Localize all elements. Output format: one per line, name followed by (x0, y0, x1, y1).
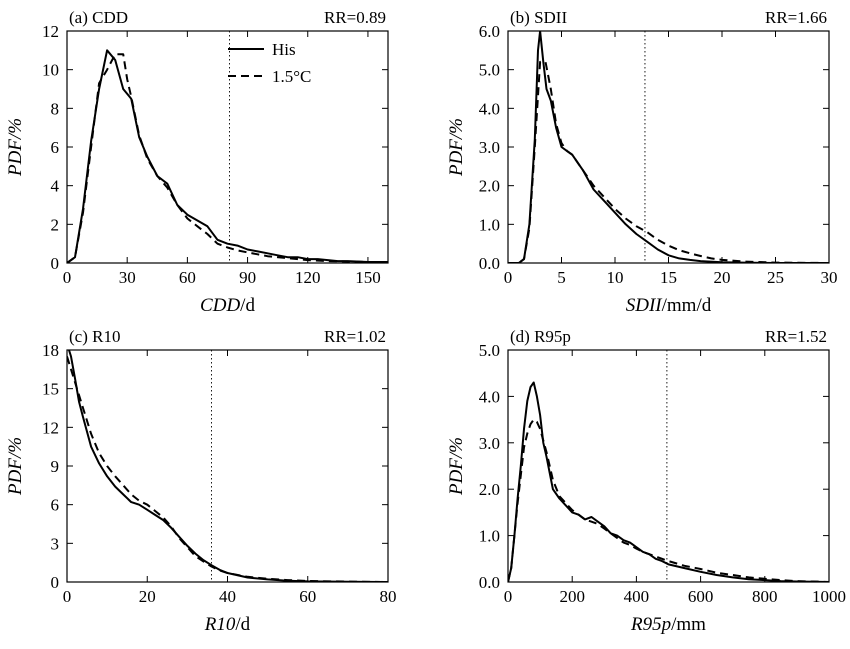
panel-2-xtick-label: 30 (821, 268, 838, 287)
panel-1-x-axis-variable: CDD (200, 295, 240, 316)
panel-2-xtick-label: 20 (714, 268, 731, 287)
panel-4-x-axis-unit: /mm (671, 614, 706, 635)
legend-label-his: His (272, 40, 296, 59)
panel-2-ytick-label: 2.0 (479, 177, 500, 196)
panel-2-xtick-label: 5 (557, 268, 566, 287)
panel-2-ytick-label: 3.0 (479, 138, 500, 157)
panel-4-xtick-label: 800 (752, 587, 778, 606)
panel-1-ytick-label: 12 (42, 22, 59, 41)
panel-2-rr-label: RR=1.66 (765, 8, 827, 27)
panel-3-series-his (67, 350, 388, 582)
panel-1-rr-label: RR=0.89 (324, 8, 386, 27)
panel-1-x-axis-label: CDD/d (200, 295, 255, 316)
panel-1-xtick-label: 60 (179, 268, 196, 287)
panel-2-ytick-label: 6.0 (479, 22, 500, 41)
panel-2-ytick-label: 0.0 (479, 254, 500, 273)
panel-1-xtick-label: 150 (355, 268, 381, 287)
panel-2-title: (b) SDII (510, 8, 567, 27)
panel-4-ytick-label: 3.0 (479, 434, 500, 453)
panel-3-ytick-label: 12 (42, 418, 59, 437)
panel-3-ytick-label: 3 (51, 534, 60, 553)
panel-3-x-axis-unit: /d (235, 614, 250, 635)
panel-1-frame (66, 30, 389, 264)
panel-4-xtick-label: 200 (559, 587, 585, 606)
panel-2-ytick-label: 4.0 (479, 99, 500, 118)
panel-2-ytick-label: 1.0 (479, 215, 500, 234)
panel-3-ytick-label: 18 (42, 341, 59, 360)
panel-3-frame (66, 349, 389, 583)
panel-1-xtick-label: 120 (295, 268, 321, 287)
panel-1-title: (a) CDD (69, 8, 128, 27)
panel-3-xtick-label: 40 (219, 587, 236, 606)
panel-2-x-axis-unit: /mm/d (662, 295, 712, 316)
panel-4-ytick-label: 4.0 (479, 387, 500, 406)
panel-3-title: (c) R10 (69, 327, 120, 346)
panel-1-ytick-label: 4 (51, 177, 60, 196)
panel-2: 0 5 10 15 20 25 30 0.0 1.0 2.0 3.0 4.0 5.0 6.0 (b) SDI… (446, 8, 838, 316)
panel-1-x-axis-unit: /d (240, 295, 255, 316)
panel-2-xtick-label: 25 (767, 268, 784, 287)
panel-4-frame (507, 349, 830, 583)
panel-1-series-his (67, 49, 388, 263)
panel-1-ytick-label: 8 (51, 99, 60, 118)
legend-label-1-5c: 1.5°C (272, 67, 311, 86)
panel-4-x-axis-label: R95p/mm (630, 614, 706, 635)
panel-2-ytick-label: 5.0 (479, 61, 500, 80)
panel-4-x-axis-variable: R95p (630, 614, 671, 635)
panel-2-series-his (508, 31, 829, 263)
panel-3-rr-label: RR=1.02 (324, 327, 386, 346)
panel-4: 0 200 400 600 800 1000 0.0 1.0 2.0 3.0 4.0 5.0 (d) R… (446, 327, 846, 635)
panel-2-series-1-5c (508, 60, 829, 263)
panel-4-ytick-label: 2.0 (479, 480, 500, 499)
panel-4-y-axis-label: PDF/% (446, 437, 467, 496)
panel-2-frame (507, 30, 830, 264)
panel-4-series-his (508, 381, 829, 582)
panel-3-ytick-label: 15 (42, 380, 59, 399)
panel-4-rr-label: RR=1.52 (765, 327, 827, 346)
panel-4-xtick-label: 1000 (812, 587, 846, 606)
panel-4-series-1-5c (508, 418, 829, 582)
panel-3-xtick-label: 60 (299, 587, 316, 606)
panel-2-y-axis-label: PDF/% (446, 118, 467, 177)
panel-2-xtick-label: 10 (607, 268, 624, 287)
panel-3-ytick-label: 9 (51, 457, 60, 476)
panel-4-ytick-label: 5.0 (479, 341, 500, 360)
panel-4-xtick-label: 0 (504, 587, 513, 606)
panel-1-xtick-label: 30 (119, 268, 136, 287)
panel-2-xtick-label: 15 (660, 268, 677, 287)
panel-1-series-1-5c (67, 53, 388, 263)
panel-1-ytick-label: 10 (42, 61, 59, 80)
panel-3-series-1-5c (67, 356, 388, 582)
panel-3-x-axis-label: R10/d (204, 614, 251, 635)
panel-1-y-axis-label: PDF/% (5, 118, 26, 177)
panel-2-x-axis-label: SDII/mm/d (626, 295, 712, 316)
panel-4-xtick-label: 600 (688, 587, 714, 606)
panel-1-ytick-label: 0 (51, 254, 60, 273)
panel-2-xtick-label: 0 (504, 268, 513, 287)
panel-1: 0 30 60 90 120 150 0 2 4 6 8 10 12 (a) CDD RR=0.89 CDD/… (5, 8, 389, 316)
panel-4-ytick-label: 0.0 (479, 573, 500, 592)
panel-3-x-axis-variable: R10 (204, 614, 236, 635)
panel-3-ytick-label: 6 (51, 496, 60, 515)
panel-3: 0 20 40 60 80 0 3 6 9 12 15 18 (c) R10 RR=1.02 R10/d PD… (5, 327, 397, 635)
panel-4-ytick-label: 1.0 (479, 527, 500, 546)
panel-4-title: (d) R95p (510, 327, 571, 346)
panel-1-xtick-label: 90 (239, 268, 256, 287)
panel-2-x-axis-variable: SDII (626, 295, 664, 316)
panel-1-xtick-label: 0 (63, 268, 72, 287)
panel-4-xtick-label: 400 (624, 587, 650, 606)
panel-3-y-axis-label: PDF/% (5, 437, 26, 496)
panel-3-xtick-label: 0 (63, 587, 72, 606)
panel-3-ytick-label: 0 (51, 573, 60, 592)
panel-3-xtick-label: 80 (380, 587, 397, 606)
panel-3-xtick-label: 20 (139, 587, 156, 606)
panel-1-ytick-label: 6 (51, 138, 60, 157)
panel-1-ytick-label: 2 (51, 215, 60, 234)
